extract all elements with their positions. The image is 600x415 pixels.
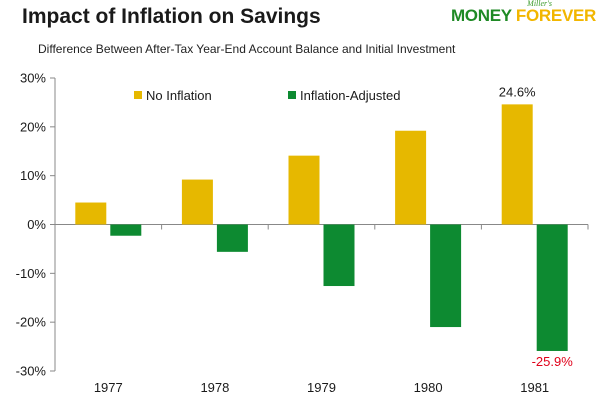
legend-swatch xyxy=(134,91,142,99)
legend-swatch xyxy=(288,91,296,99)
logo-word-forever: FOREVER xyxy=(515,6,596,25)
chart-title: Impact of Inflation on Savings xyxy=(22,5,321,28)
logo-word-money: MONEY xyxy=(450,6,512,25)
x-tick-label: 1979 xyxy=(307,380,336,395)
bar-no-inflation-1977 xyxy=(75,202,107,225)
logo-tagline: Miller's xyxy=(527,0,552,8)
y-tick-label: 30% xyxy=(20,71,46,86)
y-tick-label: 20% xyxy=(20,119,46,134)
x-tick-label: 1977 xyxy=(94,380,123,395)
x-tick-label: 1981 xyxy=(520,380,549,395)
bar-no-inflation-1979 xyxy=(288,155,320,225)
legend-label: No Inflation xyxy=(146,88,212,103)
bar-inflation-adjusted-1979 xyxy=(323,224,355,287)
y-tick-label: 0% xyxy=(27,217,46,232)
bar-inflation-adjusted-1981 xyxy=(536,224,568,351)
logo-wordmark: MONEY FOREVER xyxy=(451,6,596,26)
bar-inflation-adjusted-1978 xyxy=(216,224,248,252)
bar-no-inflation-1980 xyxy=(395,130,427,225)
bar-no-inflation-1978 xyxy=(181,179,213,225)
data-label: 24.6% xyxy=(499,84,536,99)
bar-inflation-adjusted-1980 xyxy=(430,224,462,328)
y-tick-label: 10% xyxy=(20,168,46,183)
x-tick-label: 1978 xyxy=(200,380,229,395)
legend-label: Inflation-Adjusted xyxy=(300,88,400,103)
chart-subtitle: Difference Between After-Tax Year-End Ac… xyxy=(38,42,456,56)
bar-inflation-adjusted-1977 xyxy=(110,224,142,236)
data-label: -25.9% xyxy=(532,354,574,369)
y-tick-label: -20% xyxy=(16,315,47,330)
x-tick-label: 1980 xyxy=(414,380,443,395)
y-tick-label: -30% xyxy=(16,364,47,379)
y-tick-label: -10% xyxy=(16,266,47,281)
bar-no-inflation-1981 xyxy=(501,104,533,225)
